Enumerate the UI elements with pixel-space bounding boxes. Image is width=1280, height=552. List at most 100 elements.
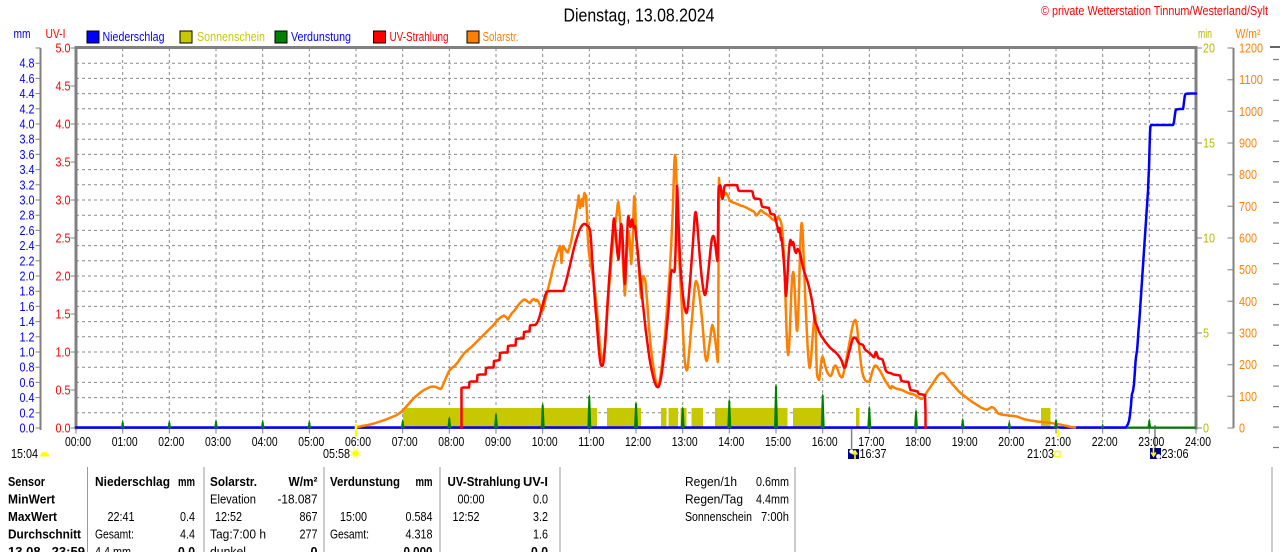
- svg-text:4.2: 4.2: [20, 101, 35, 116]
- svg-text:15:00: 15:00: [765, 434, 791, 449]
- svg-text:22:00: 22:00: [1092, 434, 1118, 449]
- svg-text:200: 200: [1239, 357, 1257, 372]
- svg-text:900: 900: [1239, 136, 1257, 151]
- svg-text:3.5: 3.5: [56, 155, 71, 170]
- svg-text:10:00: 10:00: [532, 434, 558, 449]
- svg-text:Niederschlag: Niederschlag: [103, 29, 165, 44]
- svg-text:0: 0: [1203, 421, 1209, 436]
- svg-text:Gesamt:: Gesamt:: [330, 527, 369, 542]
- svg-text:0.0: 0.0: [56, 421, 71, 436]
- svg-text:3.0: 3.0: [56, 193, 71, 208]
- svg-text:mm: mm: [416, 474, 433, 489]
- svg-text:24:00: 24:00: [1185, 434, 1211, 449]
- svg-text:3.8: 3.8: [20, 132, 35, 147]
- svg-text:15:00: 15:00: [340, 509, 367, 524]
- svg-text:00:00: 00:00: [65, 434, 91, 449]
- svg-text:0.5: 0.5: [56, 383, 71, 398]
- svg-text:277: 277: [300, 527, 318, 542]
- svg-text:23:00: 23:00: [1138, 434, 1164, 449]
- svg-text:4.318: 4.318: [406, 527, 433, 542]
- svg-text:13:00: 13:00: [672, 434, 698, 449]
- svg-text:1.6: 1.6: [20, 299, 35, 314]
- svg-text:Solarstr.: Solarstr.: [210, 474, 257, 489]
- svg-text:20:00: 20:00: [998, 434, 1024, 449]
- svg-text:01:00: 01:00: [112, 434, 138, 449]
- svg-text:1.0: 1.0: [20, 345, 35, 360]
- svg-text:300: 300: [1239, 326, 1257, 341]
- svg-text:18:00: 18:00: [905, 434, 931, 449]
- svg-text:1000: 1000: [1239, 104, 1263, 119]
- svg-text:Regen/1h: Regen/1h: [685, 474, 737, 489]
- svg-text:3.2: 3.2: [20, 177, 35, 192]
- svg-text:2.0: 2.0: [20, 269, 35, 284]
- svg-text:MaxWert: MaxWert: [8, 509, 58, 524]
- svg-text:3.4: 3.4: [20, 162, 35, 177]
- svg-text:2.8: 2.8: [20, 208, 35, 223]
- svg-text:UV-I: UV-I: [46, 26, 66, 41]
- svg-text:16:00: 16:00: [812, 434, 838, 449]
- svg-text:Solarstr.: Solarstr.: [483, 29, 519, 44]
- svg-text:3.6: 3.6: [20, 147, 35, 162]
- svg-text:05:58: 05:58: [323, 446, 350, 461]
- svg-text:15:04: 15:04: [11, 446, 38, 461]
- svg-text:UV-I: UV-I: [523, 474, 548, 489]
- svg-text:7:00h: 7:00h: [761, 509, 789, 524]
- svg-text:16:37: 16:37: [860, 446, 887, 461]
- svg-text:4.4 mm: 4.4 mm: [95, 544, 131, 552]
- svg-text:20: 20: [1203, 41, 1215, 56]
- svg-text:0.0: 0.0: [531, 544, 548, 552]
- svg-text:Sonnenschein: Sonnenschein: [197, 29, 265, 44]
- svg-text:23:06: 23:06: [1162, 446, 1189, 461]
- svg-text:15: 15: [1203, 136, 1215, 151]
- svg-text:600: 600: [1239, 231, 1257, 246]
- svg-text:11:00: 11:00: [578, 434, 604, 449]
- svg-text:© private Wetterstation Tinnum: © private Wetterstation Tinnum/Westerlan…: [1041, 3, 1268, 18]
- svg-text:mm: mm: [178, 474, 195, 489]
- svg-text:800: 800: [1239, 167, 1257, 182]
- svg-text:Durchschnitt: Durchschnitt: [8, 527, 82, 542]
- svg-text:4.4: 4.4: [20, 86, 35, 101]
- svg-text:0.6: 0.6: [20, 375, 35, 390]
- svg-text:06:00: 06:00: [345, 434, 371, 449]
- svg-text:12:52: 12:52: [215, 509, 242, 524]
- svg-text:0.6mm: 0.6mm: [756, 474, 789, 489]
- svg-text:0.0: 0.0: [533, 492, 548, 507]
- svg-text:21:03: 21:03: [1027, 446, 1054, 461]
- svg-text:4.4: 4.4: [180, 527, 195, 542]
- svg-text:05:00: 05:00: [298, 434, 324, 449]
- svg-text:3.0: 3.0: [20, 193, 35, 208]
- svg-text:mm: mm: [14, 26, 31, 41]
- svg-text:4.0: 4.0: [20, 117, 35, 132]
- svg-text:21:00: 21:00: [1045, 434, 1071, 449]
- svg-text:09:00: 09:00: [485, 434, 511, 449]
- svg-text:MinWert: MinWert: [8, 492, 56, 507]
- svg-text:2.5: 2.5: [56, 231, 71, 246]
- svg-text:4.5: 4.5: [56, 79, 71, 94]
- svg-text:0.4: 0.4: [20, 390, 35, 405]
- svg-text:Elevation: Elevation: [210, 492, 256, 507]
- svg-text:min: min: [1198, 26, 1212, 41]
- svg-text:1.2: 1.2: [20, 329, 35, 344]
- svg-text:dunkel: dunkel: [210, 544, 246, 552]
- svg-text:1.0: 1.0: [56, 345, 71, 360]
- svg-text:08:00: 08:00: [438, 434, 464, 449]
- svg-text:5: 5: [1203, 326, 1209, 341]
- svg-text:5.0: 5.0: [56, 41, 71, 56]
- svg-text:04:00: 04:00: [252, 434, 278, 449]
- svg-text:2.0: 2.0: [56, 269, 71, 284]
- svg-text:12:00: 12:00: [625, 434, 651, 449]
- svg-text:4.4mm: 4.4mm: [756, 492, 789, 507]
- svg-text:UV-Strahlung: UV-Strahlung: [390, 29, 449, 44]
- svg-text:500: 500: [1239, 262, 1257, 277]
- svg-text:4.8: 4.8: [20, 56, 35, 71]
- svg-text:1.4: 1.4: [20, 314, 35, 329]
- svg-text:1.6: 1.6: [533, 527, 548, 542]
- svg-text:1200: 1200: [1239, 41, 1263, 56]
- svg-text:4.0: 4.0: [56, 117, 71, 132]
- svg-text:0.0: 0.0: [20, 421, 35, 436]
- svg-text:UV-Strahlung: UV-Strahlung: [448, 474, 521, 489]
- svg-text:0.4: 0.4: [180, 509, 195, 524]
- svg-text:3.2: 3.2: [533, 509, 548, 524]
- svg-text:13.08. 23:59: 13.08. 23:59: [8, 544, 85, 552]
- svg-text:17:00: 17:00: [858, 434, 884, 449]
